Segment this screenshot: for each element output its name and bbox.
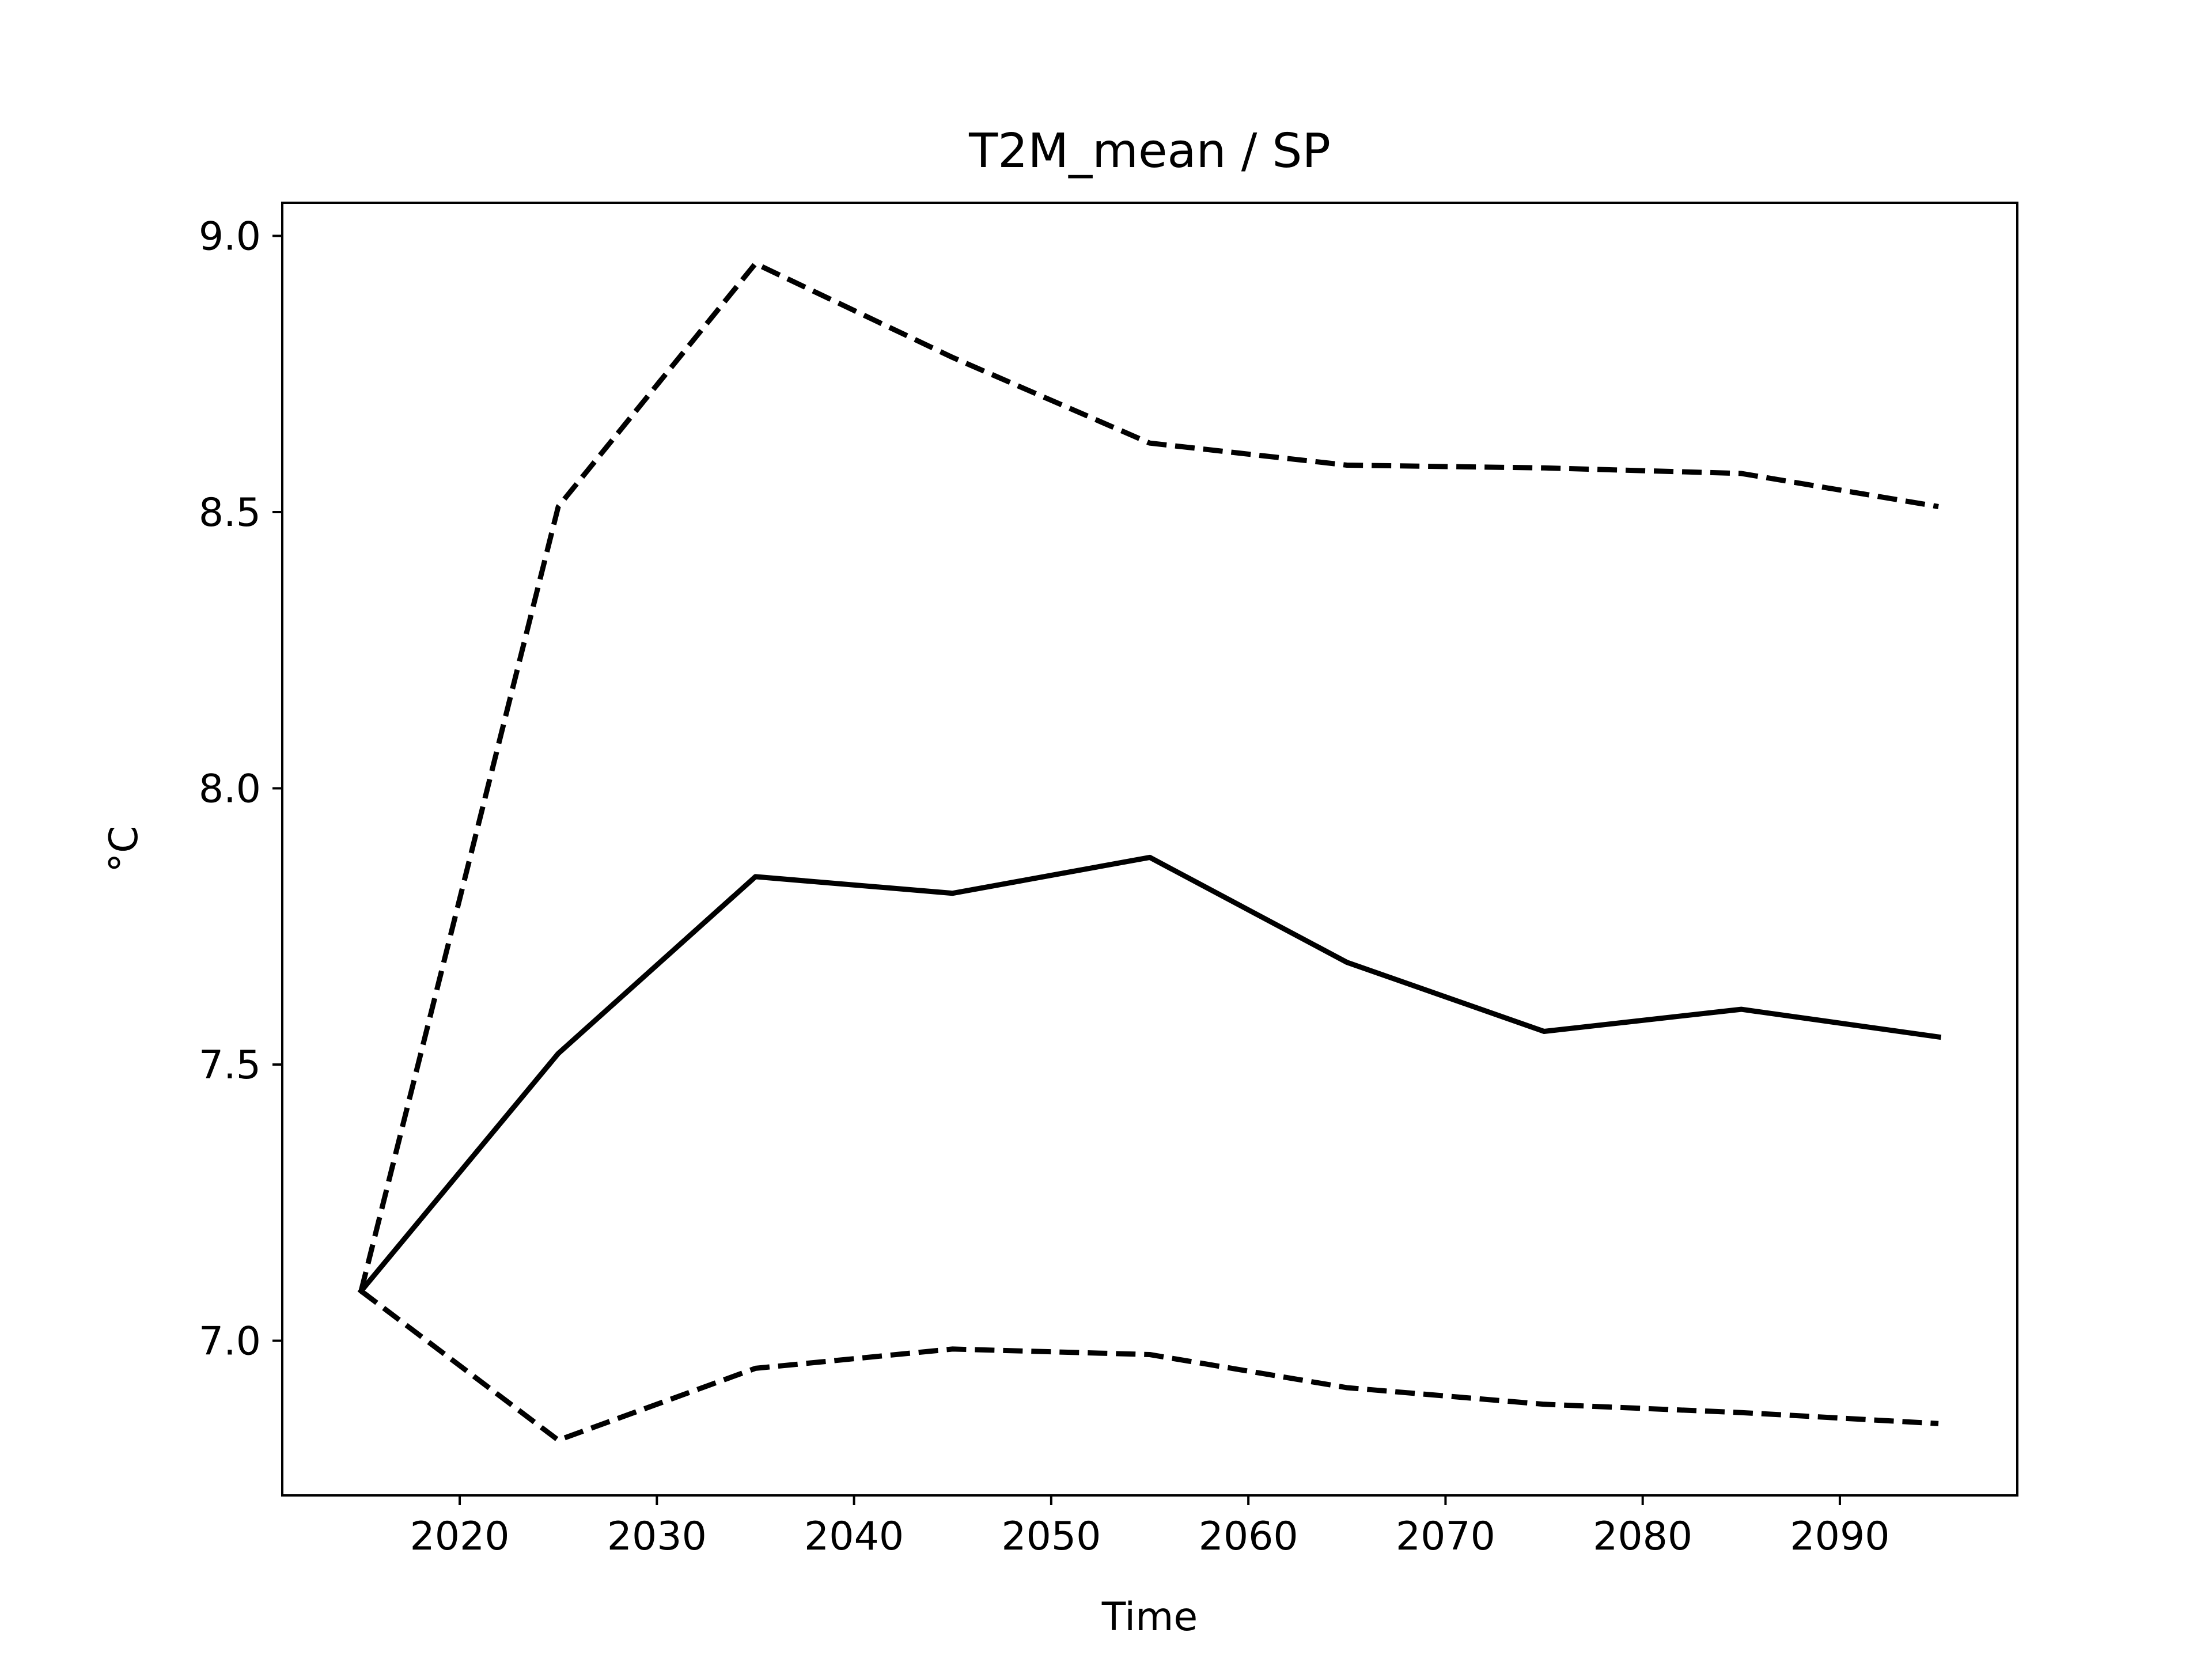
plot-frame — [281, 202, 2018, 1497]
y-tick-label: 8.0 — [199, 767, 261, 812]
series-line-1-solid — [357, 854, 1942, 1295]
y-tick-label: 9.0 — [199, 214, 261, 260]
series-line-2-dashed — [358, 261, 1939, 1292]
chart-title: T2M_mean / SP — [968, 124, 1331, 179]
y-tick-label: 7.0 — [199, 1319, 261, 1364]
x-axis: 2020 2030 2040 2050 2060 2070 2080 2090 — [410, 1495, 1889, 1559]
x-tick-label: 2050 — [1001, 1514, 1101, 1559]
y-tick-label: 7.5 — [199, 1043, 261, 1088]
y-axis-label: °C — [101, 825, 147, 872]
x-axis-label: Time — [1101, 1594, 1198, 1640]
y-axis: 7.0 7.5 8.0 8.5 9.0 — [199, 214, 282, 1364]
x-tick-label: 2020 — [410, 1514, 510, 1559]
x-tick-label: 2070 — [1396, 1514, 1495, 1559]
x-tick-label: 2040 — [804, 1514, 904, 1559]
x-tick-label: 2090 — [1790, 1514, 1889, 1559]
series-line-3-dashed — [359, 1289, 1939, 1443]
x-tick-label: 2030 — [607, 1514, 707, 1559]
series-layer — [357, 261, 1942, 1443]
x-tick-label: 2060 — [1199, 1514, 1298, 1559]
x-tick-label: 2080 — [1593, 1514, 1692, 1559]
y-tick-label: 8.5 — [199, 490, 261, 536]
